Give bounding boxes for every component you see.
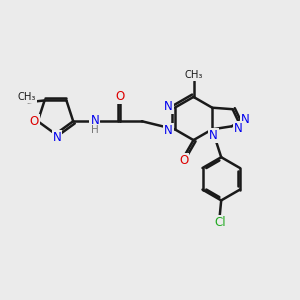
Text: O: O (30, 115, 39, 128)
Text: H: H (91, 124, 99, 135)
Text: N: N (52, 131, 62, 144)
Text: N: N (90, 114, 99, 127)
Text: N: N (164, 100, 172, 113)
Text: CH₃: CH₃ (17, 92, 36, 102)
Text: O: O (116, 90, 125, 103)
Text: N: N (234, 122, 243, 135)
Text: Cl: Cl (214, 216, 226, 229)
Text: O: O (179, 154, 188, 167)
Text: N: N (209, 129, 218, 142)
Text: N: N (241, 113, 250, 126)
Text: CH₃: CH₃ (184, 70, 203, 80)
Text: N: N (164, 124, 172, 137)
